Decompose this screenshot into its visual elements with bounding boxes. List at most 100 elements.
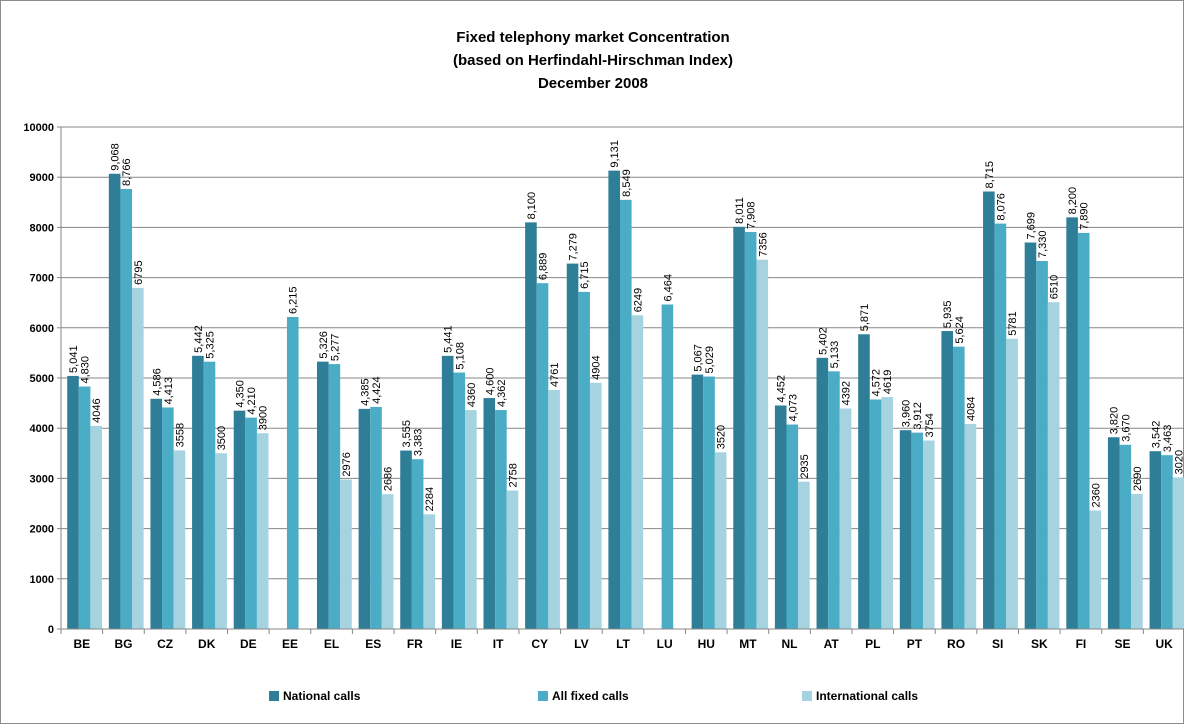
data-label: 4,073 (787, 394, 799, 422)
bar (703, 376, 715, 629)
data-label: 6,889 (538, 253, 550, 281)
data-label: 4,452 (776, 375, 788, 403)
chart-title-line-2: (based on Herfindahl-Hirschman Index) (452, 52, 734, 69)
bar (316, 361, 329, 629)
bar (774, 405, 787, 629)
data-label: 6795 (133, 260, 145, 284)
bar (328, 364, 341, 629)
bar (1107, 437, 1120, 629)
bar (994, 223, 1007, 630)
data-label: 4,385 (359, 378, 371, 406)
data-label: 5,326 (318, 331, 330, 359)
x-tick-label: PT (907, 637, 923, 651)
data-label: 7,279 (568, 233, 580, 261)
data-label: 2686 (383, 467, 395, 491)
data-label: 5,029 (704, 346, 716, 374)
bar (78, 386, 91, 629)
y-tick-label: 2000 (30, 524, 54, 536)
data-label: 3558 (174, 423, 186, 447)
bar (631, 315, 644, 629)
legend-swatch-national (269, 691, 279, 701)
data-label: 4,362 (496, 379, 508, 407)
bar (256, 433, 269, 629)
bar (506, 490, 519, 629)
x-tick-label: DE (240, 637, 257, 651)
data-label: 3754 (924, 413, 936, 437)
data-label: 7356 (757, 232, 769, 256)
x-tick-label: FR (407, 637, 423, 651)
data-label: 3,820 (1109, 407, 1121, 435)
data-label: 5,277 (329, 334, 341, 362)
data-label: 6,715 (579, 261, 591, 289)
bar (911, 432, 923, 629)
x-tick-label: AT (824, 637, 840, 651)
data-label: 2690 (1132, 466, 1144, 490)
data-label: 3,542 (1150, 421, 1162, 449)
legend-label-national: National calls (283, 689, 361, 703)
x-tick-label: SK (1031, 637, 1048, 651)
data-label: 9,068 (110, 143, 122, 171)
bar (120, 188, 133, 630)
bar (536, 283, 549, 629)
x-tick-label: UK (1156, 637, 1174, 651)
data-label: 5,067 (692, 344, 704, 372)
bar (162, 407, 174, 629)
bar (453, 372, 466, 629)
bar (245, 417, 257, 629)
bar (589, 382, 602, 629)
bar (108, 173, 121, 629)
bar (953, 346, 965, 629)
data-label: 5,402 (817, 327, 829, 355)
data-label: 7,699 (1025, 212, 1037, 240)
x-tick-label: CY (531, 637, 548, 651)
data-label: 4,413 (163, 377, 175, 405)
bar (1066, 217, 1078, 630)
data-label: 5,871 (859, 304, 871, 332)
data-label: 2935 (799, 454, 811, 478)
bar (756, 259, 769, 629)
x-tick-label: DK (198, 637, 216, 651)
y-tick-label: 4000 (30, 423, 54, 435)
data-label: 4084 (965, 396, 977, 420)
data-label: 2284 (424, 487, 436, 511)
x-tick-label: LV (574, 637, 588, 651)
bar (340, 479, 352, 629)
legend-label-all-fixed: All fixed calls (552, 689, 629, 703)
data-label: 3020 (1174, 450, 1184, 474)
x-tick-label: BG (114, 637, 132, 651)
data-label: 4,210 (246, 387, 258, 415)
bar (1119, 444, 1132, 629)
bar (828, 371, 840, 629)
data-label: 8,715 (984, 161, 996, 189)
bar (858, 334, 870, 629)
bar (1077, 232, 1090, 629)
x-tick-label: HU (698, 637, 715, 651)
data-label: 2976 (341, 452, 353, 476)
legend-item-international: International calls (802, 689, 918, 703)
data-label: 4,572 (871, 369, 883, 397)
bar (358, 408, 371, 629)
bar (661, 304, 674, 629)
bar (941, 331, 954, 629)
bar (608, 170, 620, 630)
data-label: 2360 (1090, 483, 1102, 507)
x-tick-label: ES (365, 637, 381, 651)
data-label: 4619 (882, 370, 894, 394)
data-label: 5,935 (942, 301, 954, 329)
data-label: 6510 (1049, 275, 1061, 299)
bar (744, 232, 757, 629)
data-label: 7,330 (1037, 231, 1049, 259)
data-label: 4392 (841, 381, 853, 405)
x-tick-label: EE (282, 637, 298, 651)
legend-swatch-international (802, 691, 812, 701)
bar (400, 450, 412, 629)
data-label: 4761 (549, 363, 561, 387)
bar (1024, 242, 1037, 629)
y-tick-label: 10000 (23, 122, 54, 134)
x-tick-label: IE (451, 637, 462, 651)
bar (983, 191, 995, 629)
y-tick-label: 7000 (30, 273, 54, 285)
bar (839, 408, 852, 629)
x-tick-label: MT (739, 637, 757, 651)
